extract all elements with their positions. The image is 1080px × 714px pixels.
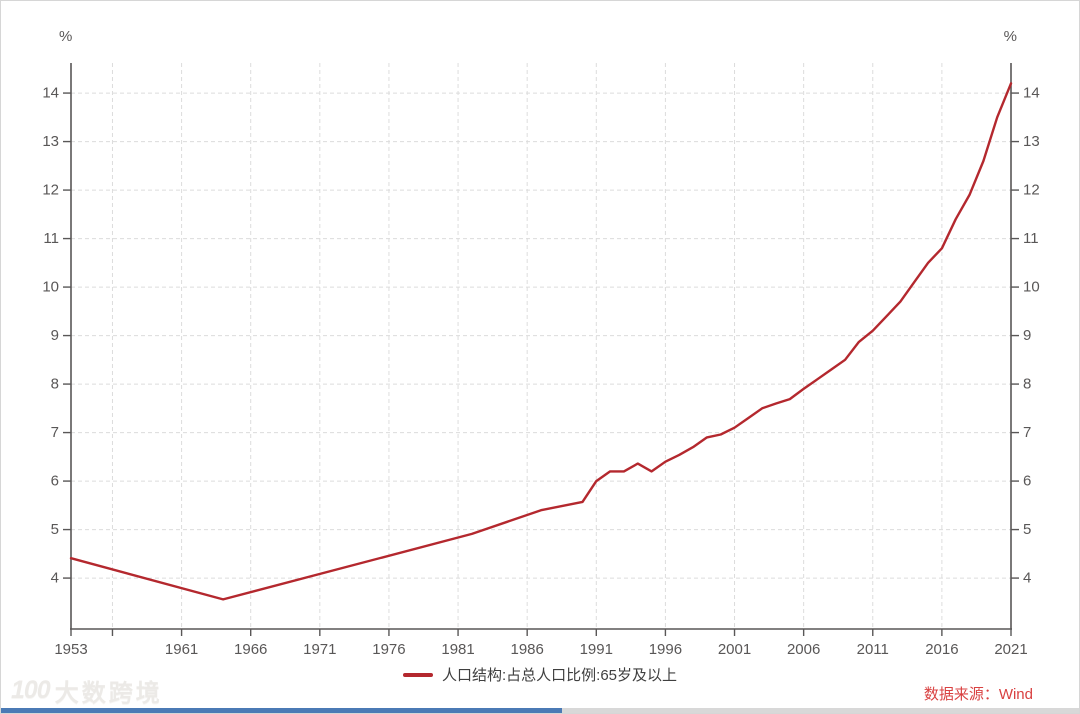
y-tick-label-right: 5 [1023,521,1031,538]
series-line-65plus [69,82,1013,601]
y-tick-label-right: 14 [1023,85,1040,102]
x-tick-label: 2011 [857,641,889,658]
watermark-logo: 100 [11,676,51,704]
x-tick-label: 1981 [441,641,474,658]
x-tick-label: 1986 [510,641,543,658]
x-tick-label: 2006 [787,641,820,658]
y-tick-label-right: 10 [1023,279,1040,296]
y-tick-label-right: 12 [1023,182,1040,199]
data-source-label: 数据来源：Wind [923,686,1033,703]
legend-line-marker [402,672,433,677]
y-tick-label-right: 13 [1023,133,1040,150]
y-tick-label-left: 11 [43,230,59,247]
y-tick-label-right: 7 [1023,424,1031,441]
y-tick-label-left: 14 [42,85,59,102]
x-tick-label: 1971 [303,641,336,658]
y-axis-unit-left: % [59,28,73,45]
y-tick-label-right: 8 [1023,376,1031,393]
y-tick-label-right: 4 [1023,570,1031,587]
y-tick-label-left: 7 [51,424,59,441]
x-tick-label: 1996 [649,641,682,658]
x-tick-label: 1976 [372,641,405,658]
y-tick-label-left: 8 [51,376,59,393]
y-tick-label-right: 11 [1023,230,1039,247]
y-tick-label-left: 5 [51,521,59,538]
y-tick-label-left: 6 [51,473,59,490]
y-tick-label-left: 13 [42,133,59,150]
y-axis-unit-right: % [1003,28,1017,45]
y-tick-label-right: 6 [1023,473,1031,490]
bottom-bar-progress [1,708,562,713]
watermark-text: 大数跨境 [54,680,163,707]
legend: 人口结构:占总人口比例:65岁及以上 [1,664,1079,685]
x-tick-label: 1953 [54,641,87,658]
legend-label: 人口结构:占总人口比例:65岁及以上 [441,667,678,684]
y-tick-label-left: 4 [51,570,59,587]
x-tick-label: 2021 [994,641,1027,658]
x-tick-label: 2001 [718,641,751,658]
y-tick-label-left: 12 [42,182,59,199]
watermark: 100 大数跨境 [11,673,163,708]
y-tick-label-left: 9 [51,327,59,344]
y-tick-label-right: 9 [1023,327,1031,344]
bottom-bar [1,708,1079,713]
line-chart: 4 4 5 5 6 6 7 7 8 8 9 9 10 10 11 11 12 12 13 13 14 14 1953 1961… [42,63,1040,658]
x-tick-label: 2016 [925,641,958,658]
y-tick-label-left: 10 [42,279,59,296]
x-tick-label: 1966 [234,641,267,658]
x-tick-label: 1991 [580,641,613,658]
x-tick-label: 1961 [165,641,198,658]
